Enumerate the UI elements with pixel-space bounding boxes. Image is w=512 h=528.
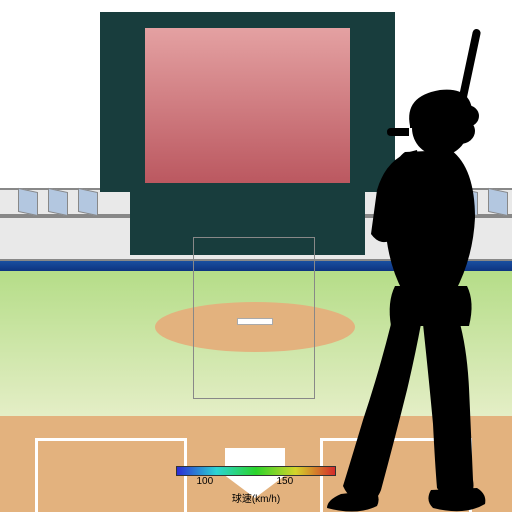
colorbar-label: 球速(km/h) [176,490,336,505]
stand-window [18,188,38,216]
colorbar-tick: 150 [276,476,293,487]
strike-zone [193,237,315,399]
colorbar-gradient [176,466,336,476]
stand-window [78,188,98,216]
pitch-scene: 100 150 球速(km/h) [0,0,512,512]
colorbar: 100 150 球速(km/h) [176,466,336,505]
colorbar-ticks: 100 150 [176,476,336,490]
colorbar-tick: 100 [196,476,213,487]
batter-silhouette [305,28,512,512]
batters-box-left [35,438,187,528]
stand-window [48,188,68,216]
